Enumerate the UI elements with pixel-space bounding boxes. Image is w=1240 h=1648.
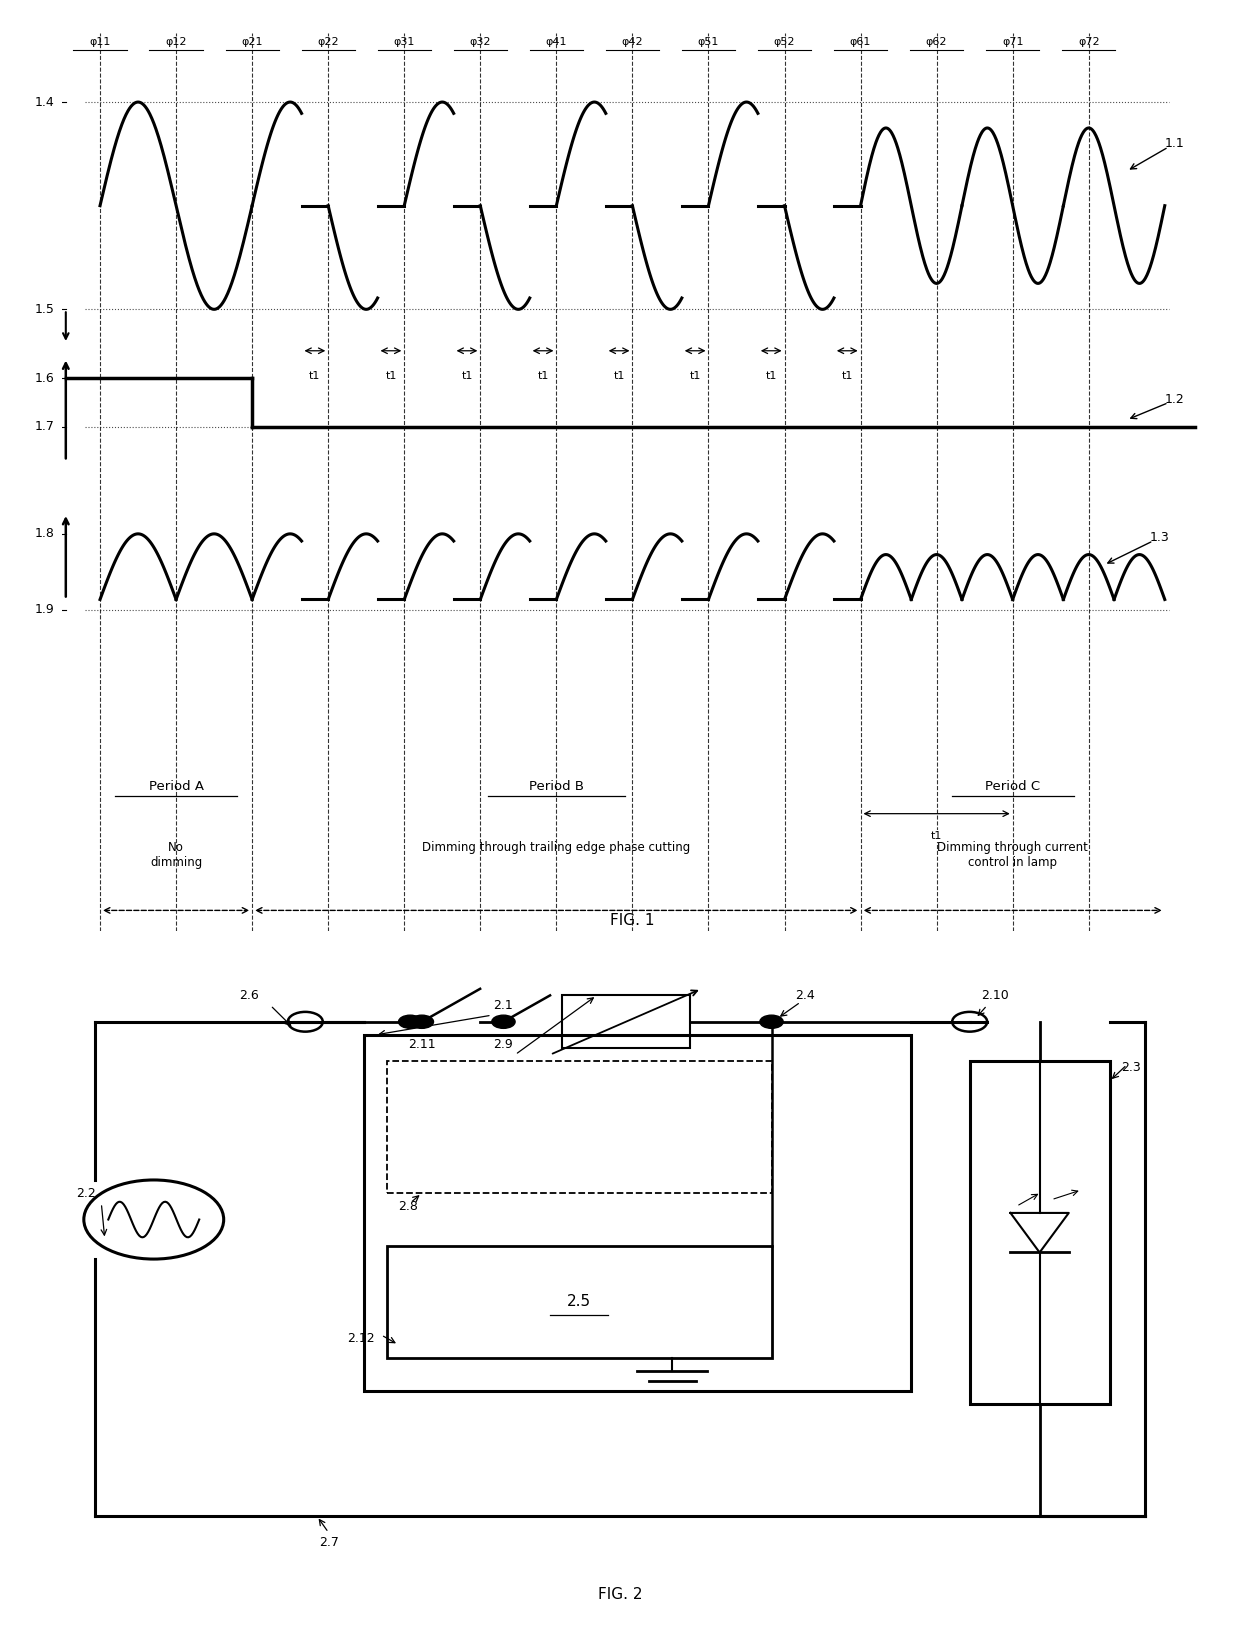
Text: Period A: Period A — [149, 780, 203, 793]
Text: Period B: Period B — [528, 780, 584, 793]
Circle shape — [492, 1015, 515, 1028]
Text: φ71: φ71 — [1002, 36, 1023, 46]
Circle shape — [410, 1015, 434, 1028]
Text: 2.8: 2.8 — [398, 1200, 418, 1213]
Text: φ12: φ12 — [165, 36, 187, 46]
Text: 1.1: 1.1 — [1164, 137, 1184, 150]
Text: 2.12: 2.12 — [347, 1332, 376, 1345]
Circle shape — [398, 1015, 422, 1028]
Text: t1: t1 — [309, 371, 321, 381]
Text: t1: t1 — [842, 371, 853, 381]
Text: φ32: φ32 — [470, 36, 491, 46]
Bar — [387, 1246, 771, 1358]
Text: 1.8: 1.8 — [35, 527, 55, 541]
Text: 2.7: 2.7 — [319, 1536, 339, 1549]
Text: t1: t1 — [765, 371, 777, 381]
Text: 2.5: 2.5 — [567, 1294, 591, 1310]
Text: φ72: φ72 — [1078, 36, 1100, 46]
Text: φ51: φ51 — [698, 36, 719, 46]
Bar — [562, 995, 689, 1048]
Text: 1.6: 1.6 — [35, 372, 55, 386]
Text: FIG. 2: FIG. 2 — [598, 1587, 642, 1602]
Text: 2.6: 2.6 — [239, 989, 259, 1002]
Text: FIG. 1: FIG. 1 — [610, 913, 655, 928]
Text: 2.3: 2.3 — [1121, 1061, 1141, 1074]
Text: 2.9: 2.9 — [494, 1038, 513, 1051]
Text: 2.1: 2.1 — [494, 999, 513, 1012]
Text: 1.2: 1.2 — [1164, 392, 1184, 405]
Text: t1: t1 — [689, 371, 701, 381]
Text: Period C: Period C — [985, 780, 1040, 793]
Bar — [387, 1061, 771, 1193]
Text: 1.5: 1.5 — [35, 303, 55, 316]
Text: 1.7: 1.7 — [35, 420, 55, 433]
Bar — [363, 1035, 911, 1391]
Text: 2.11: 2.11 — [408, 1038, 435, 1051]
Text: φ52: φ52 — [774, 36, 795, 46]
Text: 1.3: 1.3 — [1149, 531, 1169, 544]
Bar — [970, 1061, 1110, 1404]
Text: t1: t1 — [931, 831, 942, 840]
Text: 1.9: 1.9 — [35, 603, 55, 616]
Text: φ21: φ21 — [242, 36, 263, 46]
Text: Dimming through current
control in lamp: Dimming through current control in lamp — [937, 840, 1089, 868]
Text: φ61: φ61 — [849, 36, 872, 46]
Text: t1: t1 — [537, 371, 549, 381]
Text: 2.10: 2.10 — [981, 989, 1009, 1002]
Text: No
dimming: No dimming — [150, 840, 202, 868]
Text: φ62: φ62 — [926, 36, 947, 46]
Text: φ22: φ22 — [317, 36, 339, 46]
Text: t1: t1 — [614, 371, 625, 381]
Text: φ41: φ41 — [546, 36, 567, 46]
Text: 1.4: 1.4 — [35, 96, 55, 109]
Text: φ31: φ31 — [393, 36, 415, 46]
Text: t1: t1 — [461, 371, 472, 381]
Text: φ11: φ11 — [89, 36, 110, 46]
Text: 2.2: 2.2 — [76, 1187, 95, 1200]
Circle shape — [760, 1015, 784, 1028]
Text: φ42: φ42 — [621, 36, 644, 46]
Text: Dimming through trailing edge phase cutting: Dimming through trailing edge phase cutt… — [423, 840, 691, 854]
Text: 2.4: 2.4 — [795, 989, 815, 1002]
Text: t1: t1 — [386, 371, 397, 381]
